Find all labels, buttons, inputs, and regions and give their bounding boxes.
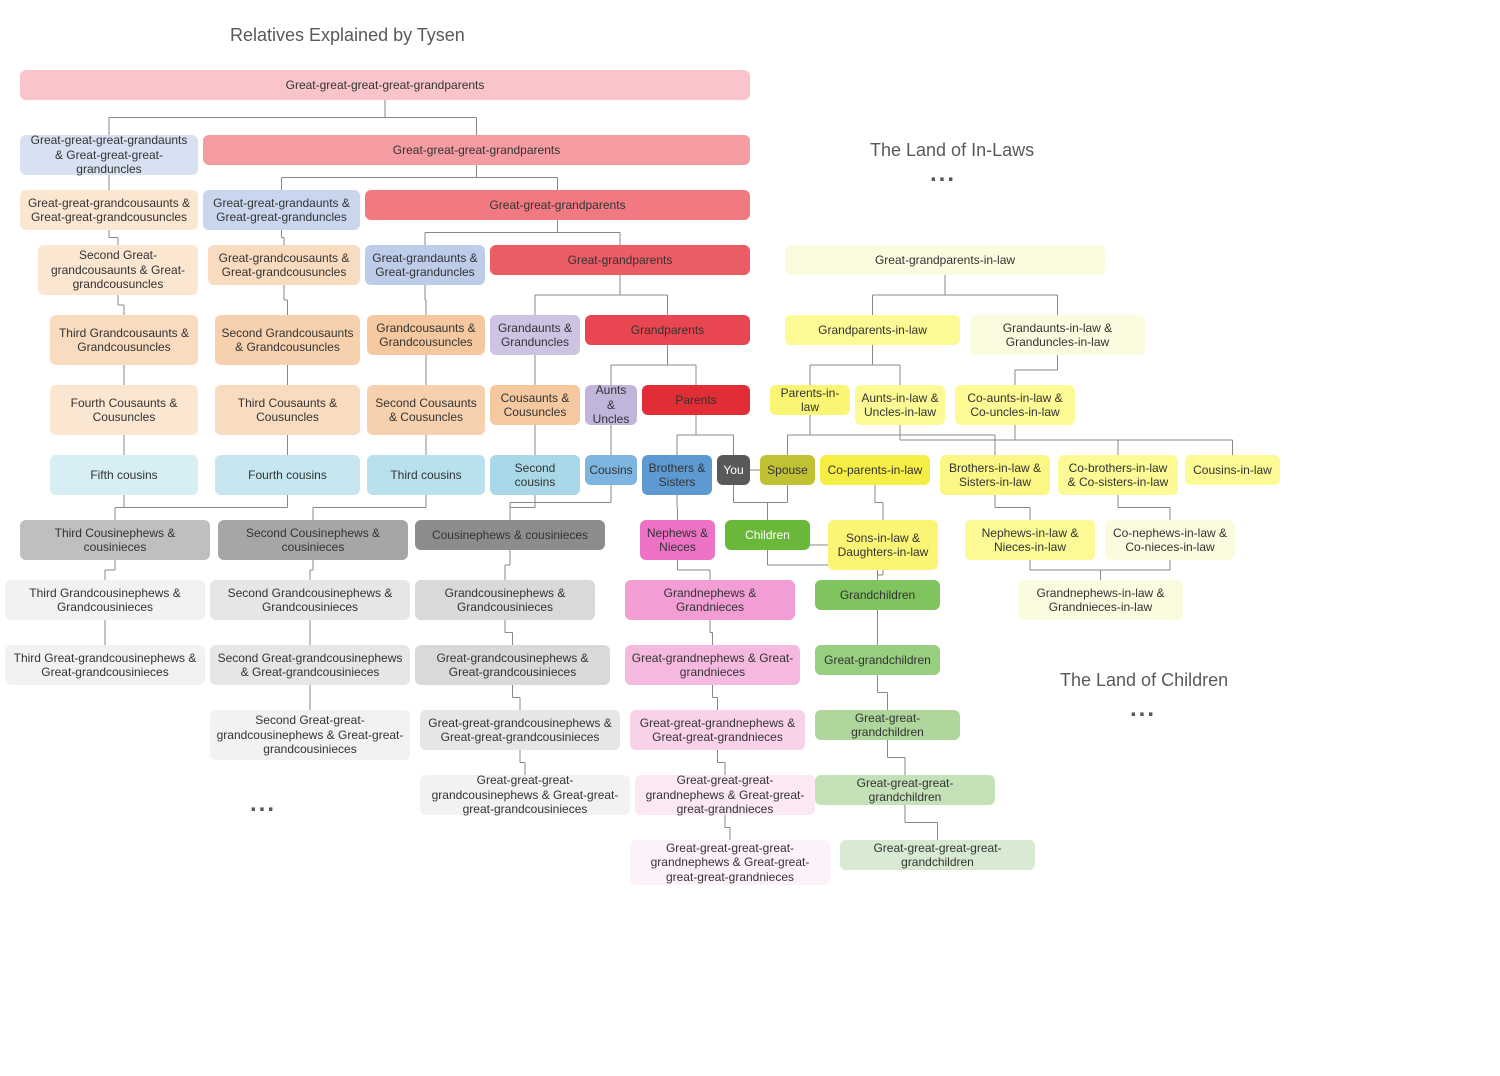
node-sgggcnc: Second Great-great-grandcousinephews & G… <box>210 710 410 760</box>
node-au: Aunts & Uncles <box>585 385 637 425</box>
node-thirdc: Third cousins <box>367 455 485 495</box>
children-title: The Land of Children <box>1060 670 1228 691</box>
node-par: Parents <box>642 385 750 415</box>
node-gggau: Great-great-great-grandaunts & Great-gre… <box>20 135 198 175</box>
node-gggp: Great-great-great-grandparents <box>203 135 750 165</box>
ellipsis-children: ... <box>1130 695 1156 723</box>
node-thcau: Third Cousaunts & Cousuncles <box>215 385 360 435</box>
node-ggggnn: Great-great-great-grandnephews & Great-g… <box>635 775 815 815</box>
node-grau: Grandaunts & Granduncles <box>490 315 580 355</box>
node-tgcnc: Third Grandcousinephews & Grandcousiniec… <box>5 580 205 620</box>
node-sdil: Sons-in-law & Daughters-in-law <box>828 520 938 570</box>
node-cau: Cousaunts & Cousuncles <box>490 385 580 425</box>
ellipsis-bottom: ... <box>250 790 276 818</box>
node-tcnc: Third Cousinephews & cousinieces <box>20 520 210 560</box>
node-gp: Great-grandparents <box>490 245 750 275</box>
node-gggcnc: Great-great-grandcousinephews & Great-gr… <box>420 710 620 750</box>
node-bsil: Brothers-in-law & Sisters-in-law <box>940 455 1050 495</box>
node-gcu: Grandcousaunts & Grandcousuncles <box>367 315 485 355</box>
node-coauil: Co-aunts-in-law & Co-uncles-in-law <box>955 385 1075 425</box>
node-cous: Cousins <box>585 455 637 485</box>
node-ggcnc: Great-grandcousinephews & Great-grandcou… <box>415 645 610 685</box>
node-ggchild: Great-grandchildren <box>815 645 940 675</box>
node-gau: Great-grandaunts & Great-granduncles <box>365 245 485 285</box>
ellipsis-inlaws: ... <box>930 160 956 188</box>
node-pil: Parents-in-law <box>770 385 850 415</box>
node-bs: Brothers & Sisters <box>642 455 712 495</box>
node-spouse: Spouse <box>760 455 815 485</box>
node-ggnn: Great-grandnephews & Great-grandnieces <box>625 645 800 685</box>
node-gcnc: Grandcousinephews & Grandcousinieces <box>415 580 595 620</box>
node-fifthc: Fifth cousins <box>50 455 198 495</box>
node-gauil: Grandaunts-in-law & Granduncles-in-law <box>970 315 1145 355</box>
main-title: Relatives Explained by Tysen <box>230 25 465 46</box>
node-cousil: Cousins-in-law <box>1185 455 1280 485</box>
node-gggggchild: Great-great-great-great-grandchildren <box>840 840 1035 870</box>
node-ggp: Great-great-grandparents <box>365 190 750 220</box>
node-fourthc: Fourth cousins <box>215 455 360 495</box>
inlaws-title: The Land of In-Laws <box>870 140 1034 161</box>
node-gchild: Grandchildren <box>815 580 940 610</box>
node-you: You <box>717 455 750 485</box>
node-ggau: Great-great-grandaunts & Great-great-gra… <box>203 190 360 230</box>
node-copil: Co-parents-in-law <box>820 455 930 485</box>
node-connil: Co-nephews-in-law & Co-nieces-in-law <box>1105 520 1235 560</box>
node-ggggcnc: Great-great-great-grandcousinephews & Gr… <box>420 775 630 815</box>
node-auil: Aunts-in-law & Uncles-in-law <box>855 385 945 425</box>
node-tggcnc: Third Great-grandcousinephews & Great-gr… <box>5 645 205 685</box>
node-gnn: Grandnephews & Grandnieces <box>625 580 795 620</box>
node-gcau: Great-grandcousaunts & Great-grandcousun… <box>208 245 360 285</box>
node-grp: Grandparents <box>585 315 750 345</box>
node-tgcu: Third Grandcousaunts & Grandcousuncles <box>50 315 198 365</box>
node-child: Children <box>725 520 810 550</box>
node-ggggp: Great-great-great-great-grandparents <box>20 70 750 100</box>
node-gggnn: Great-great-grandnephews & Great-great-g… <box>630 710 805 750</box>
node-gggggnn: Great-great-great-great-grandnephews & G… <box>630 840 830 885</box>
node-ggcau: Great-great-grandcousaunts & Great-great… <box>20 190 198 230</box>
node-nnil: Nephews-in-law & Nieces-in-law <box>965 520 1095 560</box>
node-cobsil: Co-brothers-in-law & Co-sisters-in-law <box>1058 455 1178 495</box>
node-cnc: Cousinephews & cousinieces <box>415 520 605 550</box>
node-sgcau: Second Great-grandcousaunts & Great-gran… <box>38 245 198 295</box>
node-sggcnc: Second Great-grandcousinephews & Great-g… <box>210 645 410 685</box>
node-secondc: Second cousins <box>490 455 580 495</box>
node-ggggchild: Great-great-great-grandchildren <box>815 775 995 805</box>
node-fcau: Fourth Cousaunts & Cousuncles <box>50 385 198 435</box>
node-gnnil: Grandnephews-in-law & Grandnieces-in-law <box>1018 580 1183 620</box>
node-gpil: Grandparents-in-law <box>785 315 960 345</box>
node-sgcnc: Second Grandcousinephews & Grandcousinie… <box>210 580 410 620</box>
node-nn: Nephews & Nieces <box>640 520 715 560</box>
node-secau: Second Cousaunts & Cousuncles <box>367 385 485 435</box>
node-sgcu: Second Grandcousaunts & Grandcousuncles <box>215 315 360 365</box>
node-gggchild: Great-great-grandchildren <box>815 710 960 740</box>
node-scnc: Second Cousinephews & cousinieces <box>218 520 408 560</box>
node-ggpil: Great-grandparents-in-law <box>785 245 1105 275</box>
